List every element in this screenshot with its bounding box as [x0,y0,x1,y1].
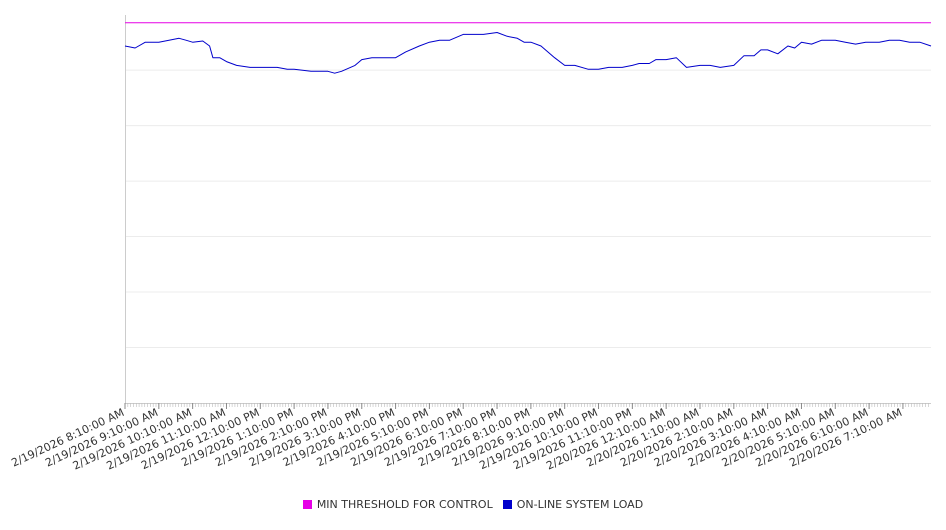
legend-swatch-threshold [302,500,312,509]
series-lines [124,22,932,74]
axes [124,15,931,407]
legend-item-threshold: MIN THRESHOLD FOR CONTROL [302,498,493,511]
legend-label-threshold: MIN THRESHOLD FOR CONTROL [316,498,493,511]
x-tick-labels: 2/19/2026 8:10:00 AM2/19/2026 9:10:00 AM… [9,403,904,473]
grid-lines [125,69,931,349]
legend-item-load: ON-LINE SYSTEM LOAD [502,498,644,511]
legend-swatch-load [502,500,512,509]
legend-label-load: ON-LINE SYSTEM LOAD [516,498,644,511]
series-line-load [124,32,932,74]
legend: MIN THRESHOLD FOR CONTROL ON-LINE SYSTEM… [0,498,946,511]
